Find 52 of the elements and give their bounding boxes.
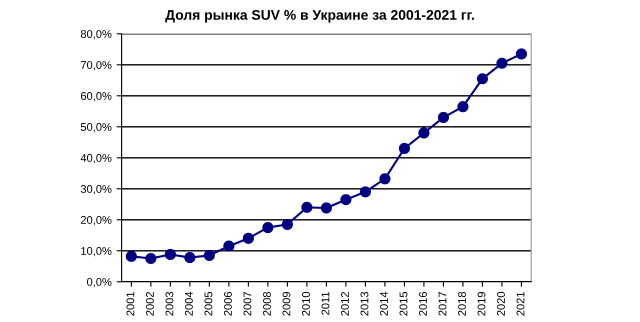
- x-tick-label: 2007: [243, 292, 252, 316]
- point: [262, 222, 274, 234]
- x-tick-label: 2016: [419, 292, 427, 316]
- point: [164, 248, 176, 260]
- x-tick-label: 2008: [263, 292, 271, 316]
- x-tick-label: 2019: [478, 292, 486, 316]
- point: [516, 48, 528, 60]
- point: [145, 252, 156, 264]
- x-tick-label: 2015: [400, 292, 408, 316]
- x-tick-label: 2010: [302, 292, 310, 316]
- y-tick-label: 70,0%: [80, 61, 112, 70]
- point: [379, 173, 390, 184]
- x-tick-label: 2017: [438, 292, 446, 316]
- y-tick-label: 40,0%: [80, 154, 112, 164]
- x-tick-label: 2006: [224, 292, 232, 316]
- x-tick-label: 2014: [380, 292, 388, 316]
- x-tick-label: 2005: [204, 292, 212, 316]
- point: [223, 240, 234, 252]
- x-tick-label: 2001: [126, 292, 134, 316]
- x-tick-label: 2011: [322, 292, 330, 315]
- point: [360, 186, 371, 198]
- point: [418, 127, 430, 139]
- point: [126, 250, 137, 262]
- x-tick-label: 2018: [458, 292, 466, 316]
- x-tick-label: 2002: [146, 292, 154, 316]
- point: [457, 101, 468, 112]
- x-tick-label: 2020: [497, 292, 505, 316]
- x-tick-label: 2021: [516, 292, 524, 316]
- point: [204, 250, 215, 261]
- y-tick-label: 50,0%: [80, 123, 112, 132]
- point: [242, 232, 254, 244]
- point: [438, 112, 449, 124]
- point: [301, 202, 312, 213]
- point: [282, 218, 293, 230]
- point: [398, 142, 410, 154]
- y-tick-label: 30,0%: [80, 185, 112, 194]
- point: [476, 73, 488, 84]
- point: [184, 252, 196, 264]
- y-tick-label: 0,0%: [86, 278, 112, 288]
- x-tick-label: 2013: [360, 292, 368, 316]
- y-tick-label: 10,0%: [81, 247, 112, 256]
- y-tick-label: 80,0%: [80, 30, 112, 40]
- x-tick-label: 2004: [184, 292, 193, 316]
- x-tick-label: 2009: [282, 292, 290, 316]
- point: [340, 194, 352, 206]
- chart-title: Доля рынка SUV % в Украине за 2001-2021 гг.: [165, 10, 474, 23]
- point: [496, 58, 508, 69]
- x-tick-label: 2003: [165, 292, 174, 316]
- y-tick-label: 60,0%: [80, 92, 112, 102]
- point: [320, 202, 332, 214]
- y-tick-label: 20,0%: [80, 216, 112, 226]
- x-tick-label: 2012: [341, 292, 349, 316]
